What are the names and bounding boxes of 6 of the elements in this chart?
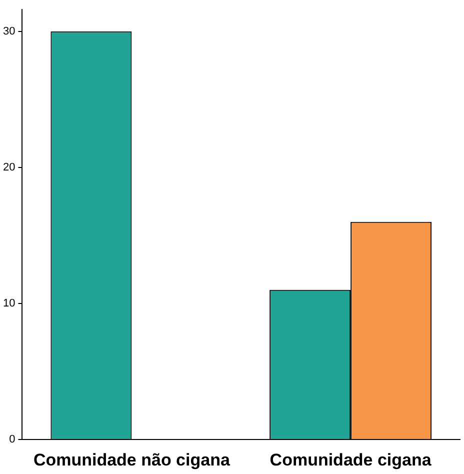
y-tick-label: 20 [2,161,16,174]
y-tick-label: 30 [2,25,16,38]
y-tick-label: 10 [2,298,16,310]
y-tick-label: 0 [9,434,16,446]
x-tick-label: Comunidade não cigana [33,450,230,470]
x-tick-label: Comunidade cigana [270,450,432,470]
